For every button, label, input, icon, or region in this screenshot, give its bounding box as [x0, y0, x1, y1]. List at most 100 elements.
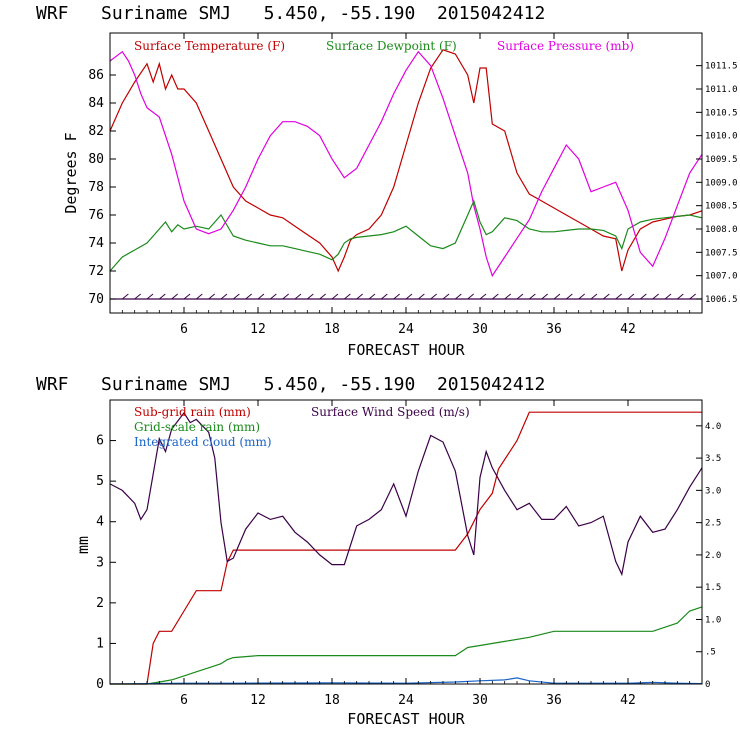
- chart2-ytick-label: 5: [96, 474, 104, 489]
- chart1-wind-barb: [220, 293, 228, 300]
- chart2-ytick-label: 0: [96, 677, 104, 692]
- chart2-axes: 6 12 18 24 30 36 4201234560.51.01.52.02.53.03.…: [96, 400, 721, 708]
- chart1-y2tick-label: 1009.0: [705, 178, 738, 188]
- legend-pressure: Surface Pressure (mb): [497, 39, 634, 53]
- chart1-wind-barb: [307, 293, 314, 300]
- chart1-ytick-label: 84: [88, 96, 104, 111]
- chart1-wind-barb: [640, 293, 647, 300]
- chart1-wind-barb: [122, 293, 129, 300]
- chart1-wind-barb: [578, 293, 585, 300]
- chart1-xtick-label: 12: [250, 322, 266, 337]
- chart1-y2tick-label: 1006.5: [705, 295, 738, 305]
- chart2-xtick-label: 36: [546, 693, 562, 708]
- chart1-wind-barb: [516, 293, 524, 300]
- chart1-ytick-label: 82: [88, 124, 104, 139]
- chart1-wind-barb: [257, 293, 265, 300]
- chart1-wind-barb: [492, 293, 499, 300]
- chart2-ytick-label: 3: [96, 555, 104, 570]
- legend-dewpoint: Surface Dewpoint (F): [326, 39, 457, 53]
- chart1-xtick-label: 6: [180, 322, 188, 337]
- chart2-series-surface-wind-speed-m-s: [109, 411, 703, 577]
- chart1-wind-barb: [689, 293, 696, 300]
- chart2-y2tick-label: 4.0: [705, 422, 721, 432]
- chart1-wind-barb: [652, 293, 659, 300]
- chart1-wind-barb: [627, 293, 635, 300]
- chart1-wind-barb: [479, 293, 487, 300]
- chart2-y2tick-label: 1.0: [705, 615, 721, 625]
- chart1-series-surface-temperature-f: [109, 49, 703, 273]
- chart1-ytick-label: 70: [88, 292, 104, 307]
- chart2-ytick-label: 2: [96, 596, 104, 611]
- chart1-wind-barb: [331, 293, 339, 300]
- chart2-ytick-label: 6: [96, 434, 104, 449]
- chart1-xtick-label: 24: [398, 322, 414, 337]
- chart1-y2tick-label: 1009.5: [705, 155, 738, 165]
- chart1-wind-barb: [677, 293, 684, 300]
- legend-gridscale-rain: Grid-scale rain (mm): [134, 420, 260, 434]
- chart2-ylabel: mm: [74, 536, 92, 554]
- chart1-ytick-label: 72: [88, 264, 104, 279]
- chart1-title: WRF Suriname SMJ 5.450, -55.190 20150424…: [36, 3, 545, 24]
- chart2-y2tick-label: 2.0: [705, 551, 721, 561]
- chart2-xtick-label: 24: [398, 693, 414, 708]
- chart1-wind-barb: [381, 293, 388, 300]
- chart1-y2tick-label: 1010.5: [705, 108, 738, 118]
- chart1-wind-barb: [566, 293, 573, 300]
- chart1-wind-barb: [504, 293, 511, 300]
- chart1-plot-area: [109, 49, 703, 300]
- chart2-xlabel: FORECAST HOUR: [347, 710, 465, 728]
- chart1-ytick-label: 74: [88, 236, 104, 251]
- chart1-wind-barb: [294, 293, 302, 300]
- chart1-wind-barb: [171, 293, 178, 300]
- chart1-wind-barb: [233, 293, 240, 300]
- chart2-ytick-label: 1: [96, 636, 104, 651]
- chart1-y2tick-label: 1008.5: [705, 202, 738, 212]
- chart1-wind-barb: [319, 293, 326, 300]
- chart2-xtick-label: 42: [620, 693, 636, 708]
- legend-temperature: Surface Temperature (F): [134, 39, 285, 53]
- chart1-wind-barb: [590, 293, 598, 300]
- chart2-title: WRF Suriname SMJ 5.450, -55.190 20150424…: [36, 374, 545, 395]
- chart1-wind-barb: [553, 293, 561, 300]
- chart2-xtick-label: 12: [250, 693, 266, 708]
- chart1-frame: [109, 32, 703, 314]
- chart2-xtick-label: 18: [324, 693, 340, 708]
- chart1-y2tick-label: 1011.0: [705, 85, 738, 95]
- chart2-y2tick-label: 2.5: [705, 519, 721, 529]
- chart1-wind-barb: [405, 293, 413, 300]
- chart1-wind-barb: [368, 293, 376, 300]
- chart2-plot-area: [109, 411, 703, 685]
- chart1-wind-barb: [282, 293, 289, 300]
- chart1-ylabel: Degrees F: [62, 132, 80, 213]
- chart2-ytick-label: 4: [96, 515, 104, 530]
- legend-subgrid-rain: Sub-grid rain (mm): [134, 405, 251, 419]
- chart1-series-surface-pressure-mb: [109, 50, 703, 278]
- legend-integrated-cloud: Integrated cloud (mm): [134, 435, 272, 449]
- chart2-xtick-label: 6: [180, 693, 188, 708]
- chart1-xtick-label: 18: [324, 322, 340, 337]
- chart1-wind-barb: [208, 293, 215, 300]
- legend-wind-speed: Surface Wind Speed (m/s): [311, 405, 470, 419]
- chart1-wind-barb: [393, 293, 400, 300]
- chart1-axes: 6 12 18 24 30 36 42 70 72 74 76 78 80 82 84 86 1006.5 100…: [88, 33, 738, 337]
- chart2-xtick-label: 30: [472, 693, 488, 708]
- chart1-wind-barb: [664, 293, 672, 300]
- chart1-wind-barb: [183, 293, 191, 300]
- chart1-wind-barb: [134, 293, 141, 300]
- chart1-series-surface-dewpoint-f: [109, 199, 703, 272]
- chart1-xtick-label: 42: [620, 322, 636, 337]
- chart1-wind-barb: [356, 293, 363, 300]
- chart1-wind-barb: [529, 293, 536, 300]
- chart1-wind-barb: [541, 293, 548, 300]
- chart1-y2tick-label: 1011.5: [705, 62, 738, 72]
- chart1-y2tick-label: 1007.0: [705, 272, 738, 282]
- chart1-y2tick-label: 1007.5: [705, 248, 738, 258]
- chart1-wind-barb: [245, 293, 252, 300]
- chart1-wind-barb: [455, 293, 462, 300]
- chart2-series-grid-scale-rain-mm: [110, 606, 703, 685]
- chart2-y2tick-label: 3.0: [705, 486, 721, 496]
- chart1-wind-barb: [615, 293, 622, 300]
- chart2-y2tick-label: .5: [705, 648, 716, 658]
- chart1-wind-barb: [467, 293, 474, 300]
